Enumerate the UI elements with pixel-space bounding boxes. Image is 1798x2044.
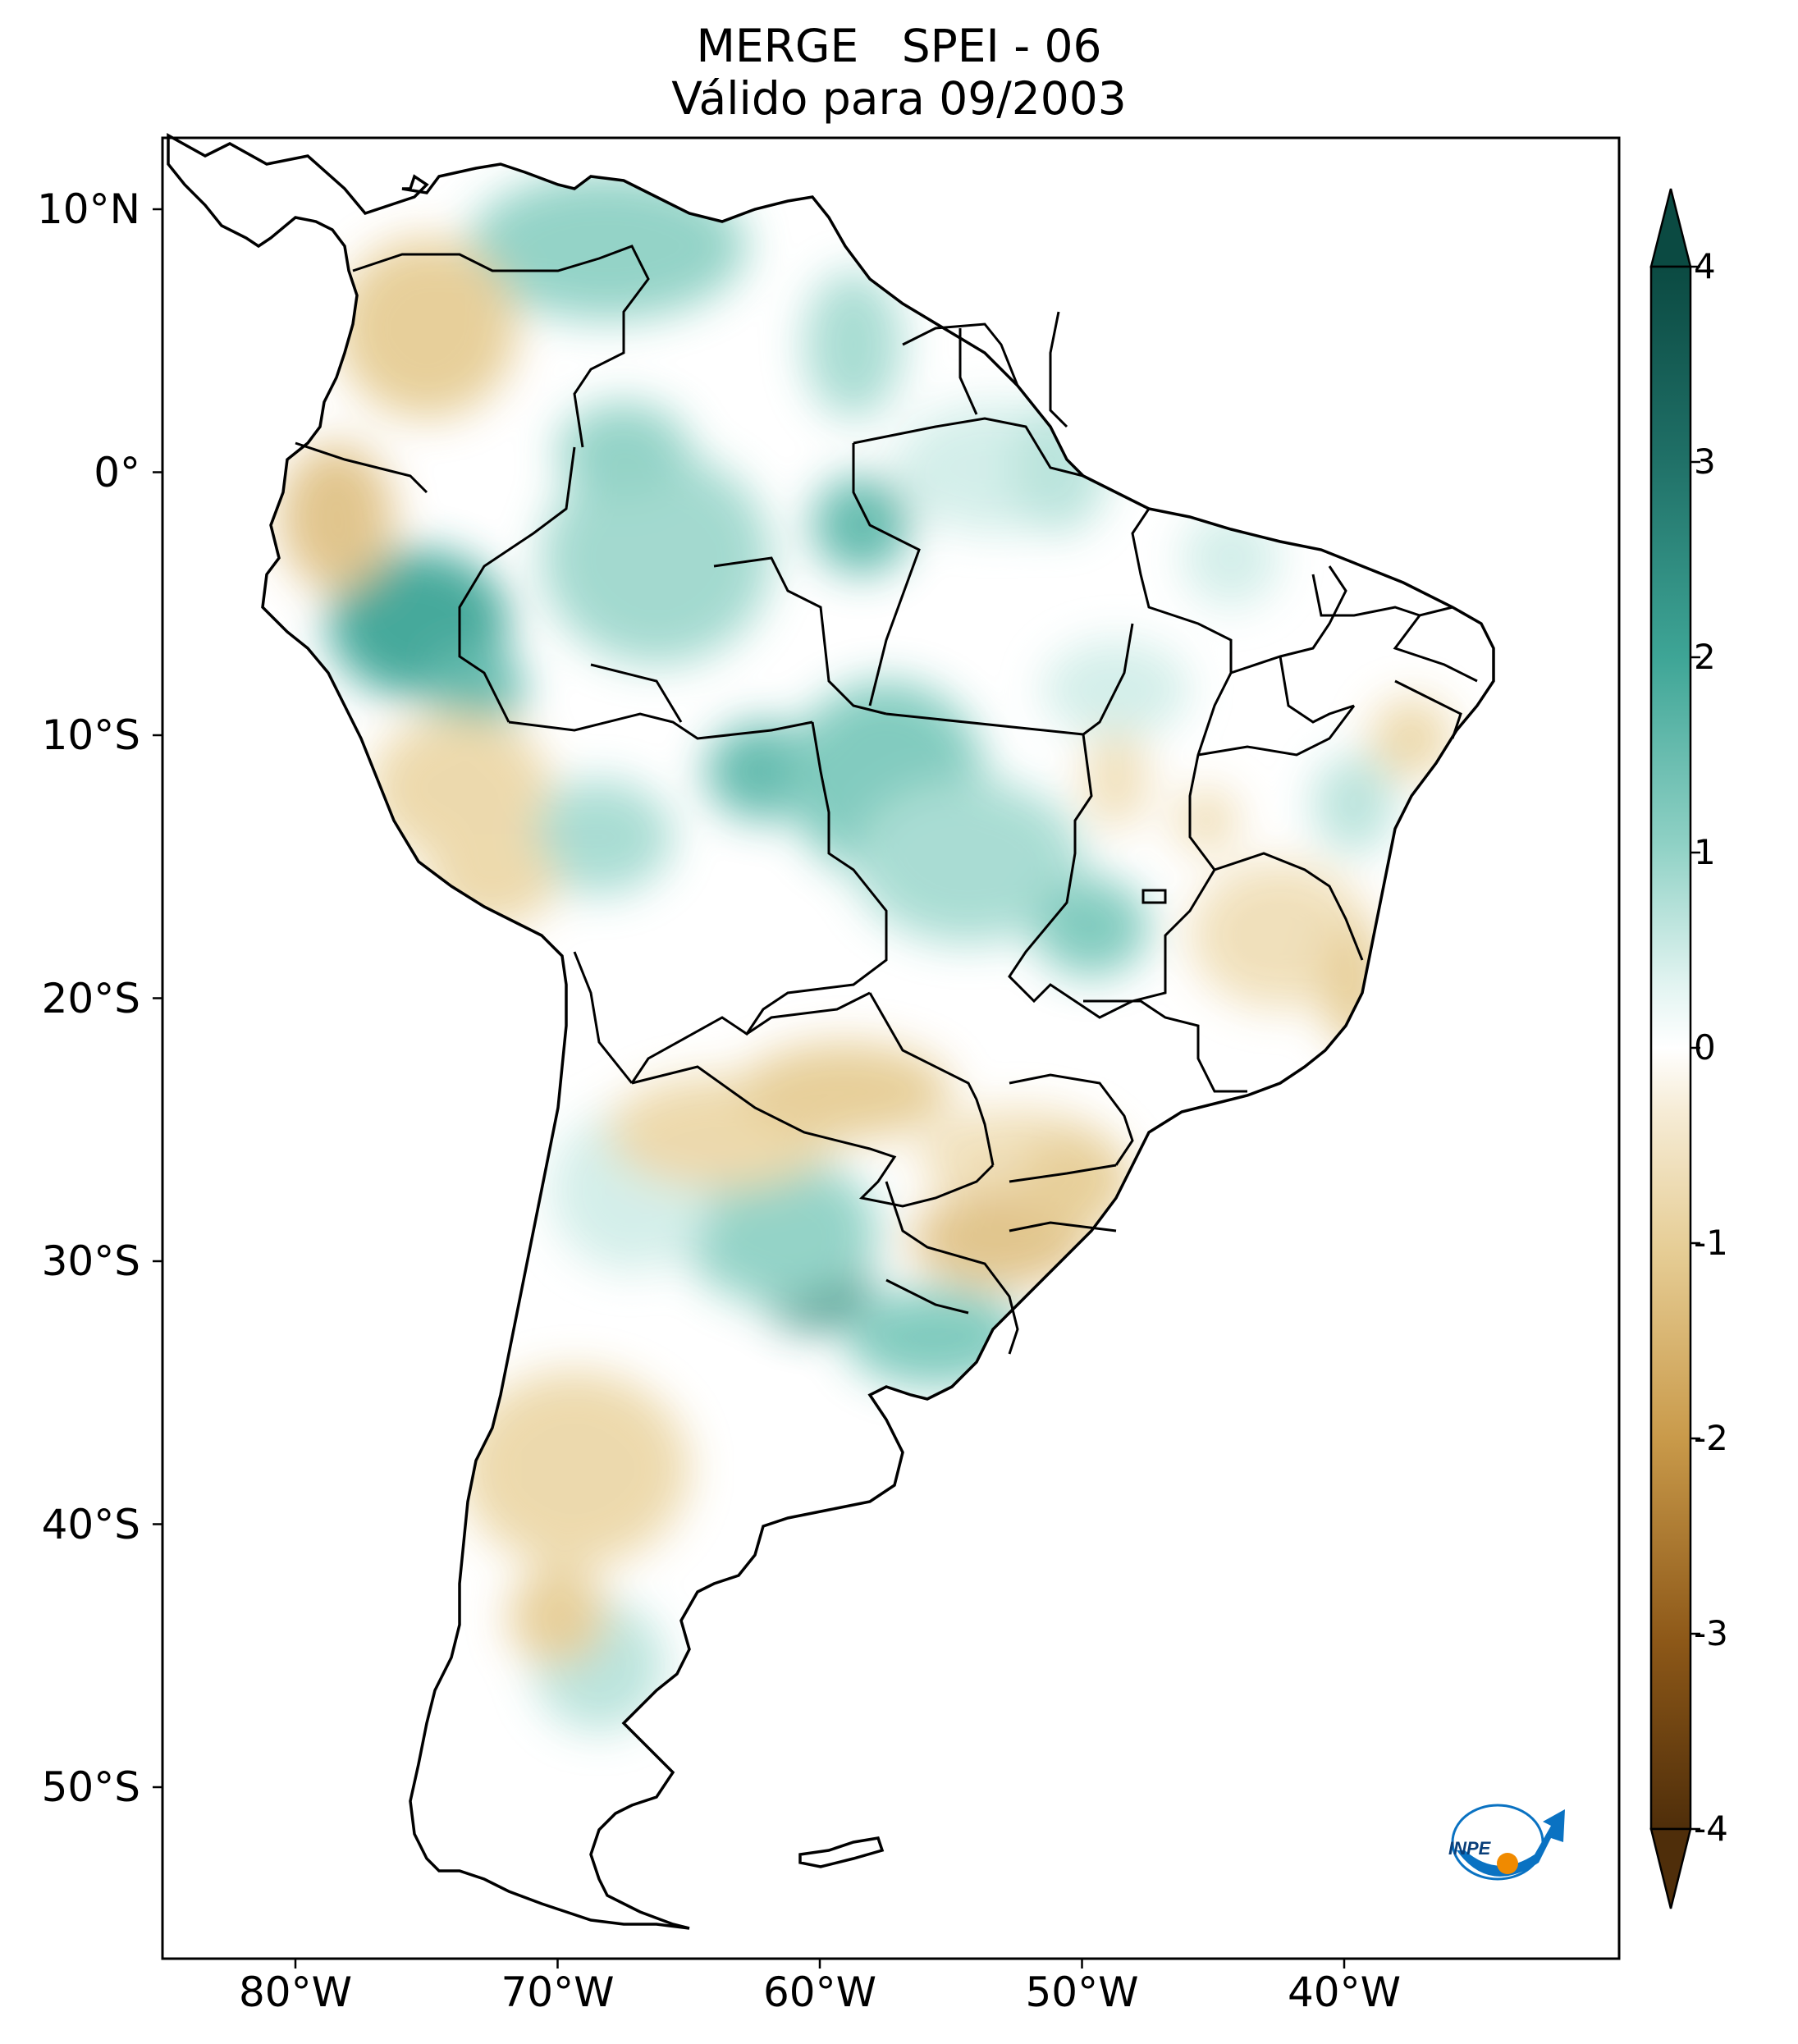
- lat-tick-label: 50°S: [41, 1763, 140, 1811]
- colorbar-tick-label: -1: [1694, 1223, 1728, 1263]
- lon-tick-label: 60°W: [762, 1969, 877, 2016]
- map-frame: [161, 136, 1621, 1960]
- colorbar-tick-label: 3: [1694, 441, 1716, 482]
- colorbar-extend-min: [1649, 1827, 1692, 1909]
- colorbar-tick-label: -3: [1694, 1613, 1728, 1653]
- lon-tick-label: 80°W: [238, 1969, 353, 2016]
- colorbar-gradient: [1649, 265, 1692, 1831]
- colorbar-tick-label: 1: [1694, 832, 1716, 872]
- map-title: MERGE SPEI - 06: [696, 20, 1102, 72]
- colorbar-extend-max: [1649, 188, 1692, 268]
- lat-tick-label: 40°S: [41, 1500, 140, 1548]
- inpe-logo: [1451, 1804, 1565, 1881]
- colorbar-tick-label: 0: [1694, 1027, 1716, 1068]
- lat-tick-label: 20°S: [41, 974, 140, 1022]
- borders: [295, 245, 1478, 1355]
- colorbar: [1649, 188, 1700, 1909]
- lat-tick-label: 30°S: [41, 1237, 140, 1285]
- lat-tick-label: 0°: [94, 448, 140, 496]
- lat-tick-label: 10°S: [41, 711, 140, 759]
- lon-tick-label: 40°W: [1287, 1969, 1402, 2016]
- colorbar-tick-label: 4: [1694, 246, 1716, 286]
- colorbar-tick-label: -2: [1694, 1418, 1728, 1458]
- colorbar-tick-label: -4: [1694, 1809, 1728, 1849]
- lon-tick-label: 70°W: [501, 1969, 615, 2016]
- lon-tick-label: 50°W: [1025, 1969, 1139, 2016]
- lat-tick-label: 10°N: [36, 185, 140, 233]
- colorbar-tick-label: 2: [1694, 637, 1716, 677]
- map-subtitle: Válido para 09/2003: [671, 72, 1127, 125]
- inpe-logo-text: INPE: [1448, 1838, 1491, 1859]
